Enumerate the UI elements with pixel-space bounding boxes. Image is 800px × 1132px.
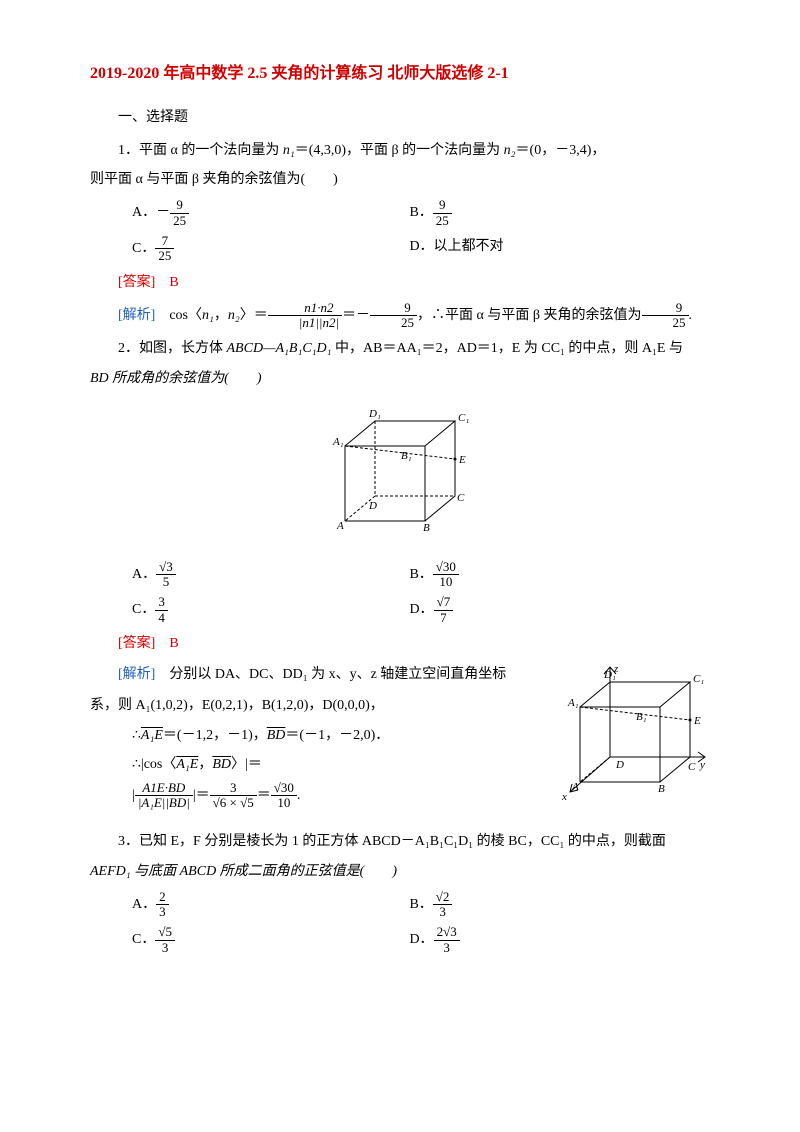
svg-text:C: C bbox=[457, 492, 465, 504]
svg-text:y: y bbox=[699, 759, 705, 771]
svg-text:C₁: C₁ bbox=[693, 673, 704, 685]
svg-text:z: z bbox=[613, 663, 619, 675]
svg-text:E: E bbox=[458, 454, 466, 466]
svg-text:A: A bbox=[571, 781, 579, 793]
q2-options-row2: C．34 D．√77 bbox=[132, 595, 710, 625]
q2-stem-line1: 2．如图，长方体 ABCD—A₁B₁C₁D₁ 中，AB＝AA₁＝2，AD＝1，E… bbox=[90, 336, 710, 361]
svg-text:A₁: A₁ bbox=[567, 697, 579, 709]
q1-optC: C．725 bbox=[132, 234, 409, 264]
page-title: 2019-2020 年高中数学 2.5 夹角的计算练习 北师大版选修 2-1 bbox=[90, 60, 710, 89]
q3-optB: B．√23 bbox=[409, 890, 686, 920]
q2-optD: D．√77 bbox=[409, 595, 686, 625]
q2-figure: A B C D A₁ B₁ C₁ D₁ E bbox=[90, 401, 710, 550]
q2-optB: B．√3010 bbox=[409, 560, 686, 590]
q2-options-row1: A．√35 B．√3010 bbox=[132, 560, 710, 590]
q1-explanation: [解析] cos〈n₁，n₂〉＝n1·n2|n1||n2|＝－925，∴平面 α… bbox=[90, 301, 710, 331]
svg-text:B₁: B₁ bbox=[401, 450, 412, 462]
q3-optD: D．2√33 bbox=[409, 925, 686, 955]
q1-optA: A．－925 bbox=[132, 198, 409, 228]
svg-text:B: B bbox=[423, 522, 430, 534]
q3-stem-line2: AEFD₁ 与底面 ABCD 所成二面角的正弦值是( ) bbox=[90, 859, 710, 884]
svg-text:A: A bbox=[336, 520, 344, 532]
svg-text:D₁: D₁ bbox=[368, 408, 381, 420]
svg-text:C: C bbox=[688, 761, 696, 773]
svg-text:D: D bbox=[368, 500, 377, 512]
svg-text:E: E bbox=[693, 715, 701, 727]
q1-options-row2: C．725 D．以上都不对 bbox=[132, 234, 710, 264]
q3-options-row1: A．23 B．√23 bbox=[132, 890, 710, 920]
q2-expl-figure: A B C D A₁ B₁ C₁ D₁ E x y z bbox=[560, 662, 710, 821]
q3-stem-line1: 3．已知 E，F 分别是棱长为 1 的正方体 ABCD－A₁B₁C₁D₁ 的棱 … bbox=[90, 829, 710, 854]
q1-optB: B．925 bbox=[409, 198, 686, 228]
svg-text:x: x bbox=[561, 791, 567, 803]
q2-stem-line2: BD 所成角的余弦值为( ) bbox=[90, 366, 710, 391]
svg-text:B₁: B₁ bbox=[636, 711, 647, 723]
q3-optC: C．√53 bbox=[132, 925, 409, 955]
q1-stem-line2: 则平面 α 与平面 β 夹角的余弦值为( ) bbox=[90, 167, 710, 192]
q1-answer: [答案] B bbox=[90, 270, 710, 295]
q2-answer: [答案] B bbox=[90, 631, 710, 656]
svg-text:A₁: A₁ bbox=[332, 436, 344, 448]
q1-stem-line1: 1．平面 α 的一个法向量为 n₁＝(4,3,0)，平面 β 的一个法向量为 n… bbox=[90, 138, 710, 163]
svg-text:D: D bbox=[615, 759, 624, 771]
q3-options-row2: C．√53 D．2√33 bbox=[132, 925, 710, 955]
svg-text:C₁: C₁ bbox=[458, 412, 469, 424]
q3-optA: A．23 bbox=[132, 890, 409, 920]
q1-options-row1: A．－925 B．925 bbox=[132, 198, 710, 228]
section-heading: 一、选择题 bbox=[90, 105, 710, 130]
svg-text:B: B bbox=[658, 783, 665, 795]
q1-optD: D．以上都不对 bbox=[409, 234, 686, 264]
q2-optA: A．√35 bbox=[132, 560, 409, 590]
q2-optC: C．34 bbox=[132, 595, 409, 625]
